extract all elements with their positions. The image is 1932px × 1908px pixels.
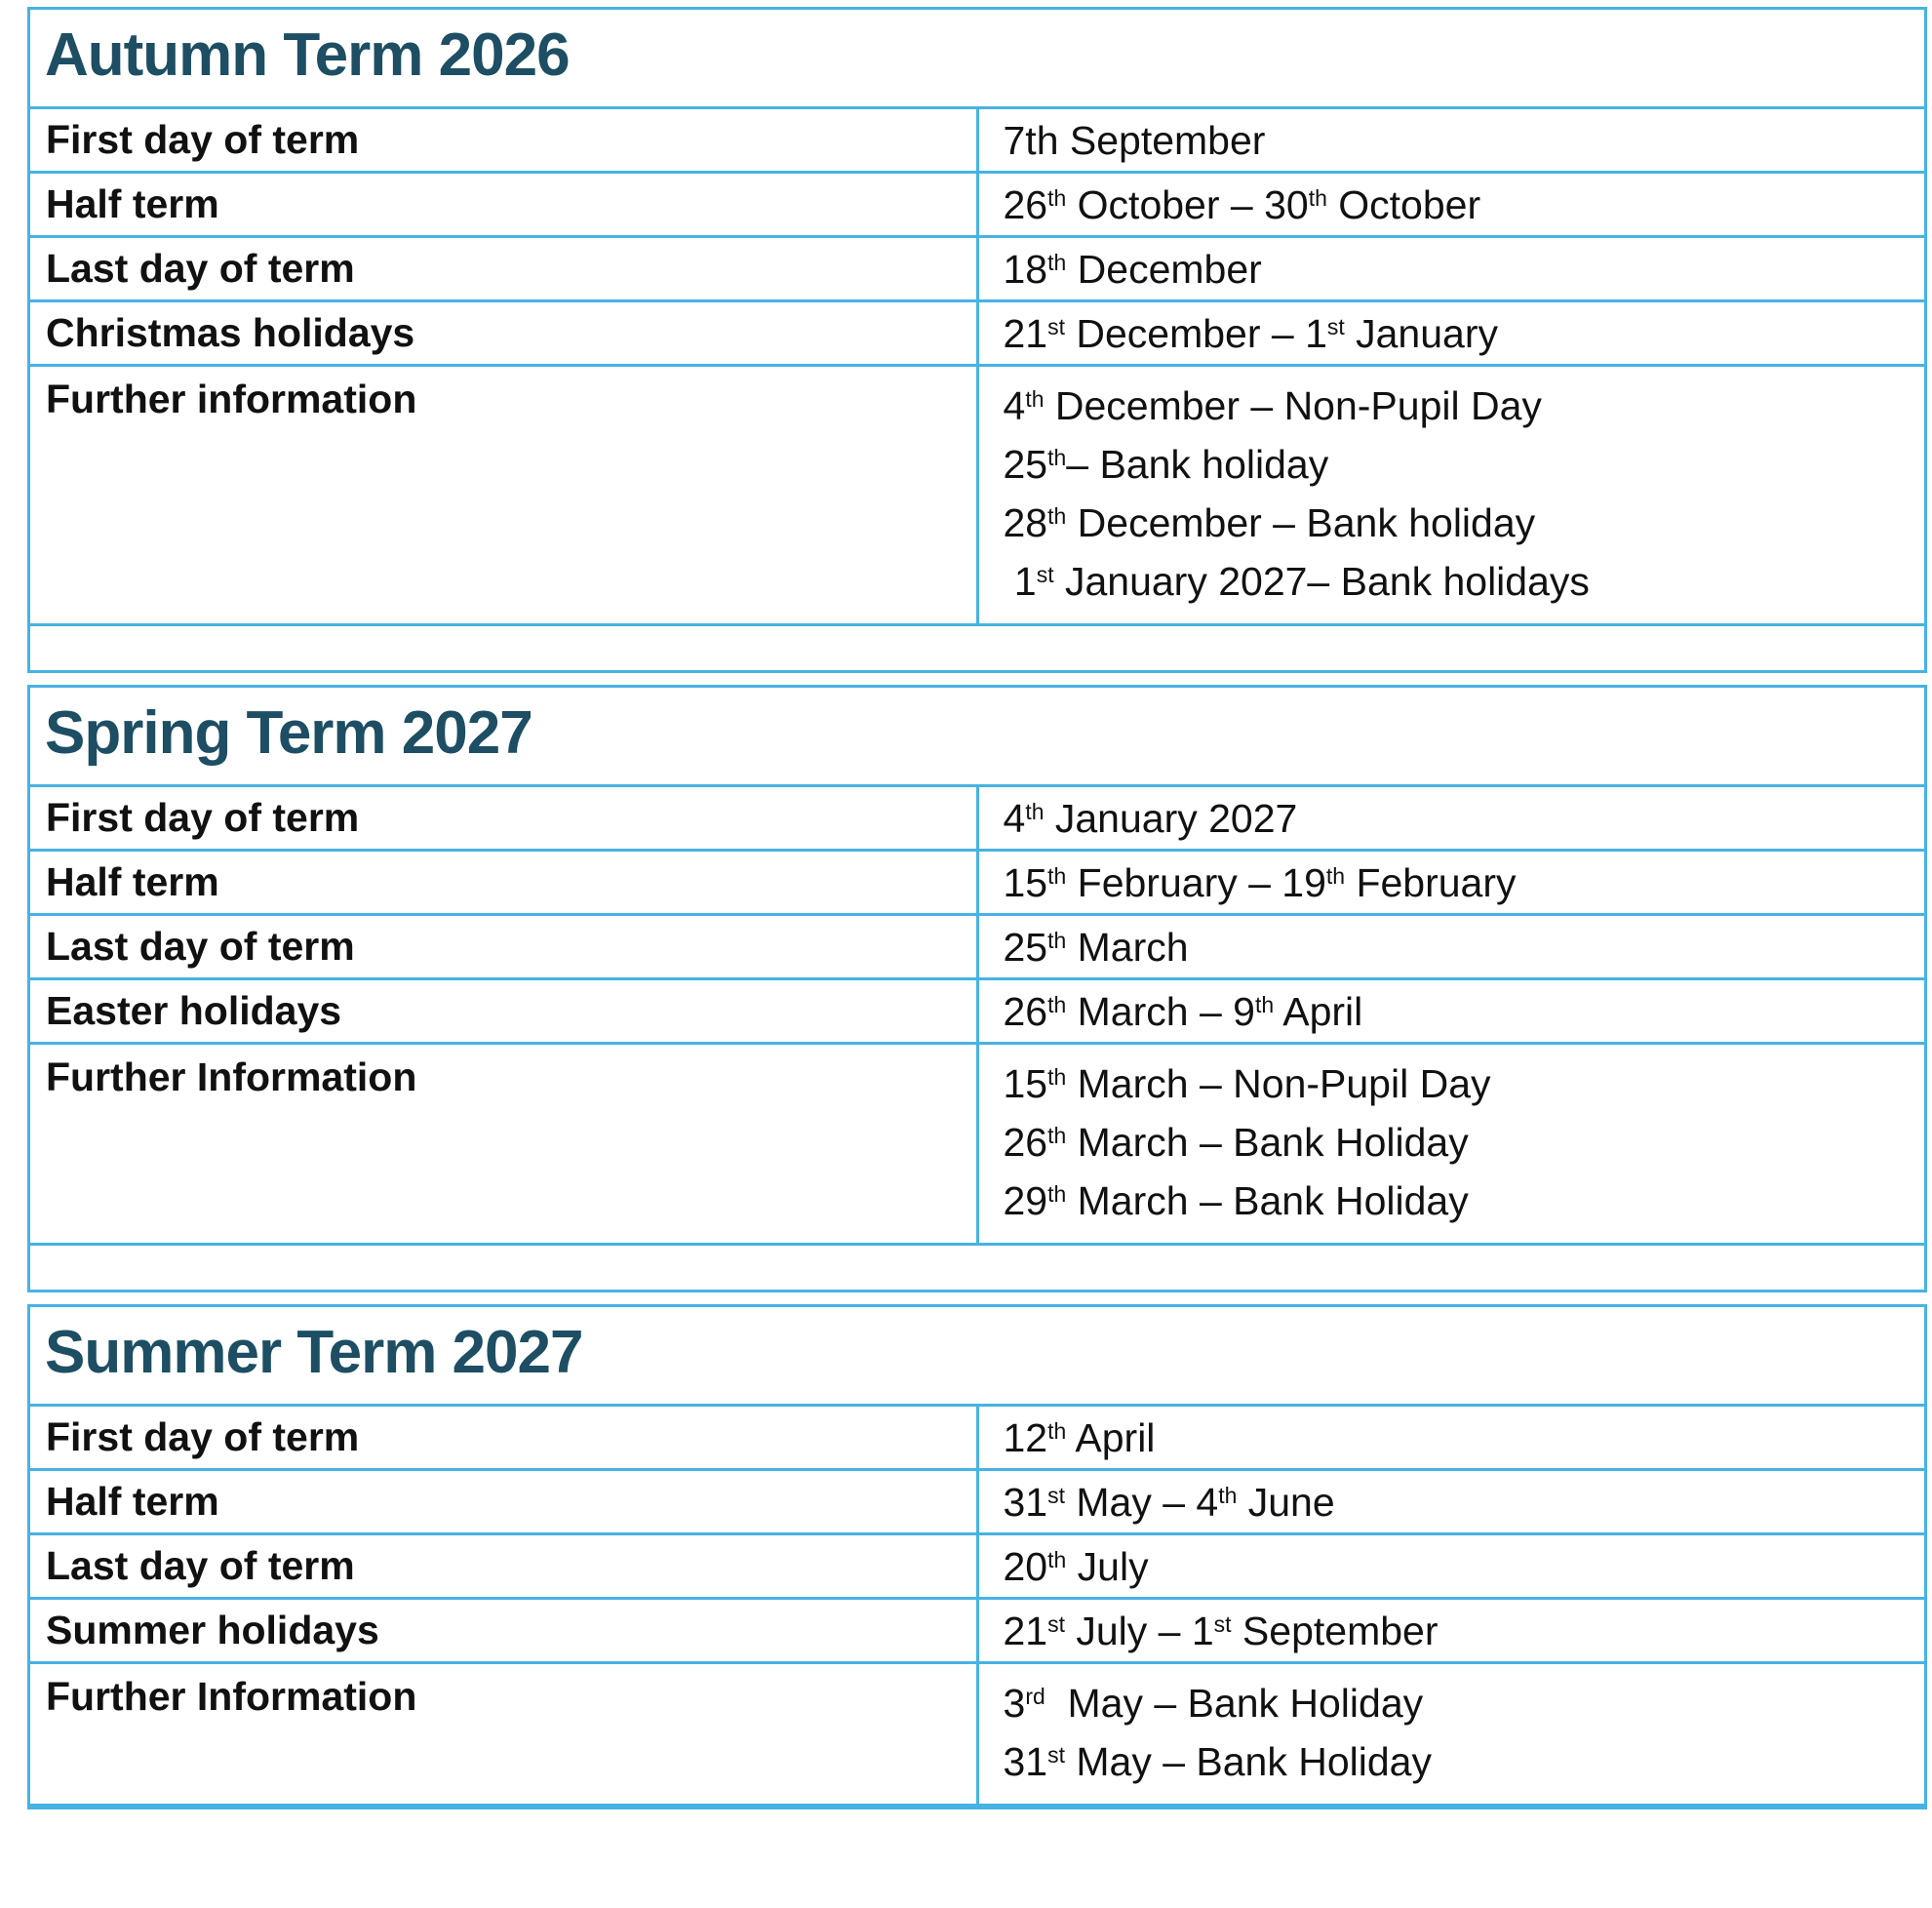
table-row-further-information: Further information 4th December – Non-P… (27, 364, 1927, 626)
table-row: First day of term 4th January 2027 (27, 784, 1927, 852)
value-line: 26th March – Bank Holiday (1003, 1120, 1469, 1165)
heading-row: Autumn Term 2026 (27, 7, 1927, 109)
heading-row: Summer Term 2027 (27, 1304, 1927, 1407)
row-value: 7th September (975, 106, 1927, 174)
term-table-spring: Spring Term 2027 First day of term 4th J… (27, 685, 1927, 1292)
value-line: 21st December – 1st January (1003, 310, 1499, 356)
spacer-cell (27, 623, 1927, 673)
table-row: First day of term 7th September (27, 106, 1927, 174)
value-line: 26th March – 9th April (1003, 988, 1363, 1034)
value-line: 29th March – Bank Holiday (1003, 1178, 1469, 1223)
value-line: 31st May – Bank Holiday (1003, 1739, 1432, 1784)
row-value: 20th July (975, 1532, 1927, 1600)
value-line: 25th March (1003, 924, 1189, 970)
row-value: 25th March (975, 913, 1927, 980)
table-row: Last day of term 25th March (27, 913, 1927, 980)
spacer-row (27, 623, 1927, 673)
value-line: 3rd May – Bank Holiday (1003, 1681, 1424, 1726)
table-row: First day of term 12th April (27, 1404, 1927, 1471)
table-row-further-information: Further Information 15th March – Non-Pup… (27, 1042, 1927, 1246)
value-line: 15th February – 19th February (1003, 859, 1517, 905)
row-label: Further Information (27, 1042, 979, 1246)
row-label: Half term (27, 1468, 979, 1535)
row-value: 15th February – 19th February (975, 849, 1927, 916)
value-line: 15th March – Non-Pupil Day (1003, 1061, 1491, 1106)
row-label: Easter holidays (27, 977, 979, 1045)
table-row: Half term 26th October – 30th October (27, 171, 1927, 238)
value-line: 28th December – Bank holiday (1003, 500, 1536, 545)
row-value: 12th April (975, 1404, 1927, 1471)
row-label: Further information (27, 364, 979, 626)
heading-row: Spring Term 2027 (27, 685, 1927, 787)
table-row: Summer holidays 21st July – 1st Septembe… (27, 1597, 1927, 1664)
table-row: Half term 15th February – 19th February (27, 849, 1927, 916)
value-line: 18th December (1003, 246, 1262, 292)
value-line: 26th October – 30th October (1003, 181, 1481, 227)
row-label: Last day of term (27, 913, 979, 980)
row-label: Last day of term (27, 1532, 979, 1600)
table-row: Last day of term 20th July (27, 1532, 1927, 1600)
row-label: Last day of term (27, 235, 979, 302)
row-value: 31st May – 4th June (975, 1468, 1927, 1535)
row-value: 26th October – 30th October (975, 171, 1927, 238)
row-label: First day of term (27, 106, 979, 174)
spacer-row (27, 1243, 1927, 1292)
row-value: 26th March – 9th April (975, 977, 1927, 1045)
value-line: 4th January 2027 (1003, 795, 1298, 841)
value-line: 31st May – 4th June (1003, 1479, 1335, 1525)
row-label: Further Information (27, 1661, 979, 1809)
value-line: 21st July – 1st September (1003, 1608, 1439, 1653)
value-line: 1st January 2027– Bank holidays (1003, 559, 1590, 604)
row-value: 21st July – 1st September (975, 1597, 1927, 1664)
row-label: First day of term (27, 784, 979, 852)
row-label: Summer holidays (27, 1597, 979, 1664)
row-label: Christmas holidays (27, 299, 979, 367)
row-value: 3rd May – Bank Holiday 31st May – Bank H… (975, 1661, 1927, 1809)
value-line: 12th April (1003, 1414, 1156, 1460)
value-line: 20th July (1003, 1543, 1149, 1589)
row-value: 21st December – 1st January (975, 299, 1927, 367)
value-line: 4th December – Non-Pupil Day (1003, 383, 1542, 428)
term-table-summer: Summer Term 2027 First day of term 12th … (27, 1304, 1927, 1809)
table-row: Easter holidays 26th March – 9th April (27, 977, 1927, 1045)
table-row: Christmas holidays 21st December – 1st J… (27, 299, 1927, 367)
section-heading: Summer Term 2027 (27, 1304, 1927, 1407)
value-line: 25th– Bank holiday (1003, 442, 1329, 487)
row-label: First day of term (27, 1404, 979, 1471)
row-label: Half term (27, 171, 979, 238)
row-value: 4th December – Non-Pupil Day 25th– Bank … (975, 364, 1927, 626)
row-value: 15th March – Non-Pupil Day 26th March – … (975, 1042, 1927, 1246)
term-table-autumn: Autumn Term 2026 First day of term 7th S… (27, 7, 1927, 673)
value-line: 7th September (1003, 117, 1266, 163)
row-label: Half term (27, 849, 979, 916)
spacer-cell (27, 1243, 1927, 1292)
table-row: Half term 31st May – 4th June (27, 1468, 1927, 1535)
row-value: 4th January 2027 (975, 784, 1927, 852)
row-value: 18th December (975, 235, 1927, 302)
section-heading: Autumn Term 2026 (27, 7, 1927, 109)
section-heading: Spring Term 2027 (27, 685, 1927, 787)
table-row: Last day of term 18th December (27, 235, 1927, 302)
table-row-further-information: Further Information 3rd May – Bank Holid… (27, 1661, 1927, 1809)
